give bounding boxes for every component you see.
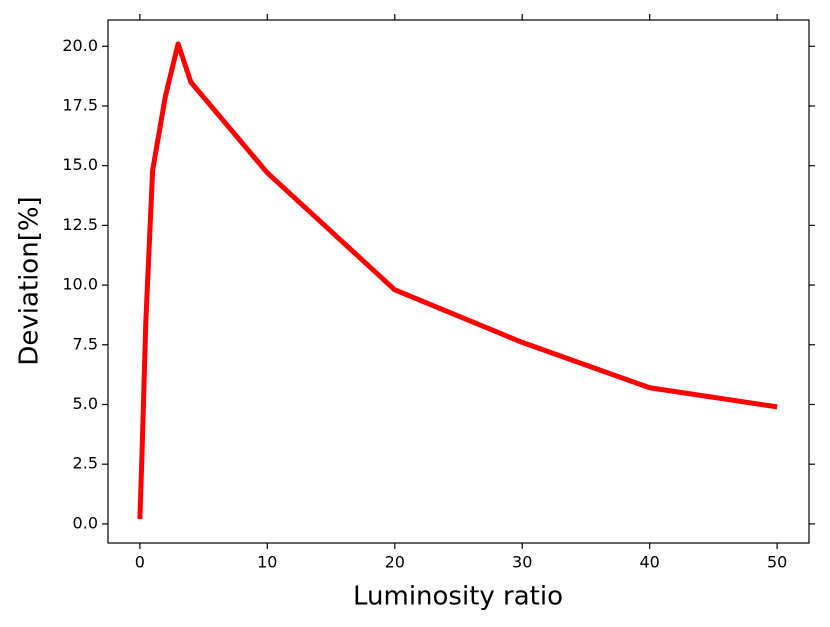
x-axis-label: Luminosity ratio (353, 582, 563, 612)
y-tick-label: 5.0 (73, 394, 98, 413)
y-tick-label: 15.0 (62, 155, 98, 174)
y-tick-label: 7.5 (73, 334, 98, 353)
y-tick-label: 17.5 (62, 95, 98, 114)
y-axis-label: Deviation[%] (15, 196, 45, 365)
y-tick-label: 10.0 (62, 275, 98, 294)
x-tick-label: 30 (512, 553, 532, 572)
x-tick-label: 40 (640, 553, 660, 572)
x-tick-label: 50 (767, 553, 787, 572)
y-tick-label: 12.5 (62, 215, 98, 234)
x-tick-label: 0 (135, 553, 145, 572)
x-tick-label: 20 (385, 553, 405, 572)
data-line (137, 41, 778, 520)
y-tick-label: 0.0 (73, 513, 98, 532)
y-tick-label: 20.0 (62, 36, 98, 55)
y-tick-label: 2.5 (73, 454, 98, 473)
plot-frame (107, 19, 810, 544)
x-tick-label: 10 (257, 553, 277, 572)
